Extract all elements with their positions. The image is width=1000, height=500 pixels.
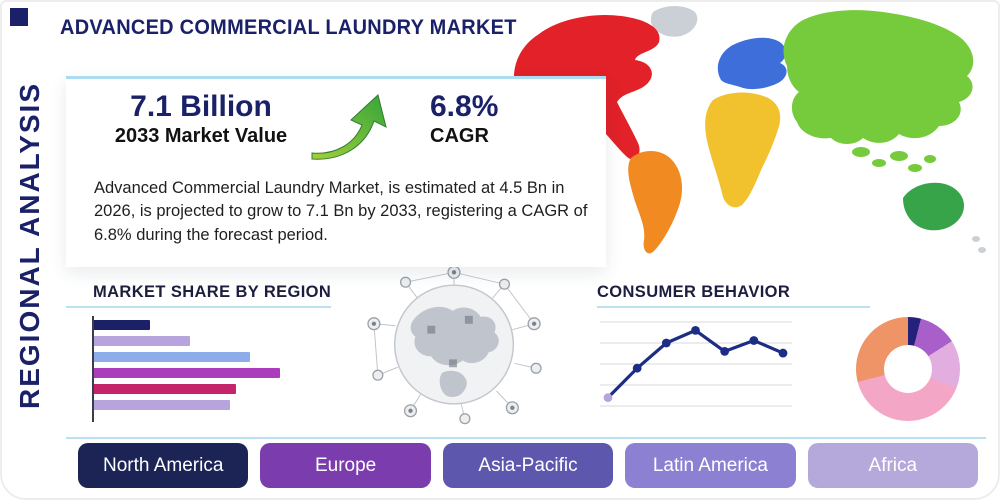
globe-network-graphic [366, 264, 544, 428]
bar [94, 336, 190, 346]
region-button-europe[interactable]: Europe [260, 443, 431, 488]
market-share-divider [66, 306, 331, 308]
stats-row: 7.1 Billion 2033 Market Value 6.8% CAGR [66, 79, 606, 165]
map-se-asia-island [852, 147, 870, 157]
bar [94, 400, 230, 410]
cagr-block: 6.8% CAGR [430, 91, 498, 148]
region-buttons-row: North America Europe Asia-Pacific Latin … [78, 443, 979, 488]
map-asia [783, 10, 974, 144]
market-value-label: 2033 Market Value [114, 124, 288, 147]
consumer-behavior-divider [597, 306, 870, 308]
map-new-zealand [978, 247, 986, 253]
cagr-label: CAGR [430, 124, 489, 147]
bar [94, 320, 150, 330]
market-share-bar-chart [92, 316, 294, 422]
regional-donut-chart [856, 317, 960, 421]
region-button-africa[interactable]: Africa [807, 443, 979, 488]
bar [94, 368, 280, 378]
map-australia [903, 182, 965, 231]
map-europe [717, 37, 787, 90]
market-value: 7.1 Billion [130, 90, 272, 123]
section-title-market-share: MARKET SHARE BY REGION [93, 282, 332, 301]
market-value-block: 7.1 Billion 2033 Market Value [96, 91, 306, 148]
consumer-behavior-line-chart [598, 312, 794, 418]
regional-analysis-label: REGIONAL ANALYSIS [14, 82, 45, 410]
map-se-asia-island [908, 164, 922, 172]
cagr-value: 6.8% [430, 90, 499, 123]
corner-accent-square [10, 8, 28, 26]
market-description: Advanced Commercial Laundry Market, is e… [94, 179, 588, 244]
growth-arrow-icon [308, 87, 394, 165]
section-title-consumer-behavior: CONSUMER BEHAVIOR [597, 282, 791, 301]
map-africa [705, 92, 781, 208]
map-greenland [651, 6, 698, 37]
donut-hole [884, 345, 932, 393]
map-se-asia-island [924, 155, 936, 163]
region-button-latin-america[interactable]: Latin America [625, 443, 796, 488]
summary-card: 7.1 Billion 2033 Market Value 6.8% CAGR [66, 76, 606, 267]
map-se-asia-island [872, 159, 886, 167]
map-south-america [628, 150, 683, 254]
map-se-asia-island [890, 151, 908, 161]
bar [94, 352, 250, 362]
bar [94, 384, 236, 394]
map-new-zealand [972, 236, 980, 242]
region-button-north-america[interactable]: North America [78, 443, 249, 488]
region-button-asia-pacific[interactable]: Asia-Pacific [442, 443, 614, 488]
page-title: ADVANCED COMMERCIAL LAUNDRY MARKET [60, 16, 517, 39]
bottom-divider [66, 437, 986, 439]
